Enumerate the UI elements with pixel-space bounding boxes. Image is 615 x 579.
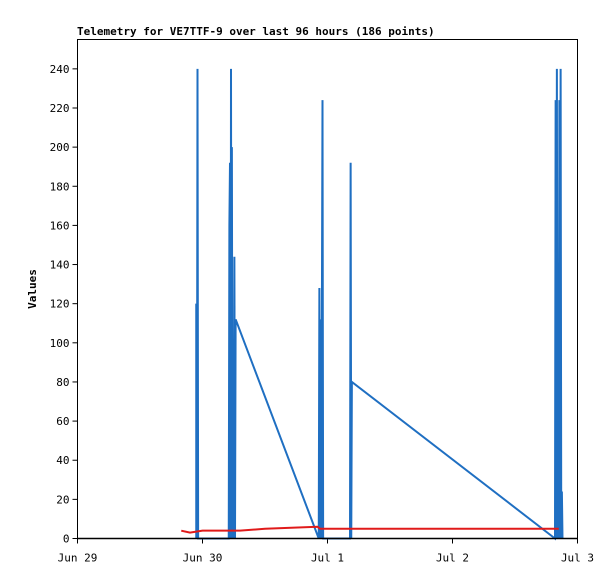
x-tick-label: Jun 30 bbox=[183, 552, 223, 565]
y-axis: 0 20 40 60 80 100 120 140 160 180 200 220 240 bbox=[50, 63, 78, 546]
x-tick-label: Jun 29 bbox=[58, 552, 98, 565]
y-tick-label: 60 bbox=[56, 415, 69, 428]
x-tick-label: Jul 2 bbox=[436, 552, 469, 565]
y-tick-label: 120 bbox=[50, 298, 70, 311]
series-line-1 bbox=[195, 68, 564, 541]
series-layer bbox=[77, 68, 578, 541]
series-line-2 bbox=[181, 525, 559, 534]
y-tick-label: 140 bbox=[50, 259, 70, 272]
y-tick-label: 40 bbox=[56, 454, 69, 467]
x-axis: Jun 29 Jun 30 Jul 1 Jul 2 Jul 3 bbox=[58, 538, 594, 565]
plot-frame bbox=[77, 39, 578, 539]
y-tick-label: 160 bbox=[50, 219, 70, 232]
y-tick-label: 20 bbox=[56, 493, 69, 506]
y-tick-label: 0 bbox=[63, 533, 70, 546]
y-tick-label: 220 bbox=[50, 102, 70, 115]
y-tick-label: 100 bbox=[50, 337, 70, 350]
chart-title: Telemetry for VE7TTF-9 over last 96 hour… bbox=[77, 25, 435, 38]
y-tick-label: 200 bbox=[50, 141, 70, 154]
y-tick-label: 80 bbox=[56, 376, 69, 389]
x-tick-label: Jul 3 bbox=[561, 552, 594, 565]
y-tick-label: 180 bbox=[50, 180, 70, 193]
y-axis-label: Values bbox=[26, 269, 39, 309]
x-tick-label: Jul 1 bbox=[311, 552, 344, 565]
y-tick-label: 240 bbox=[50, 63, 70, 76]
